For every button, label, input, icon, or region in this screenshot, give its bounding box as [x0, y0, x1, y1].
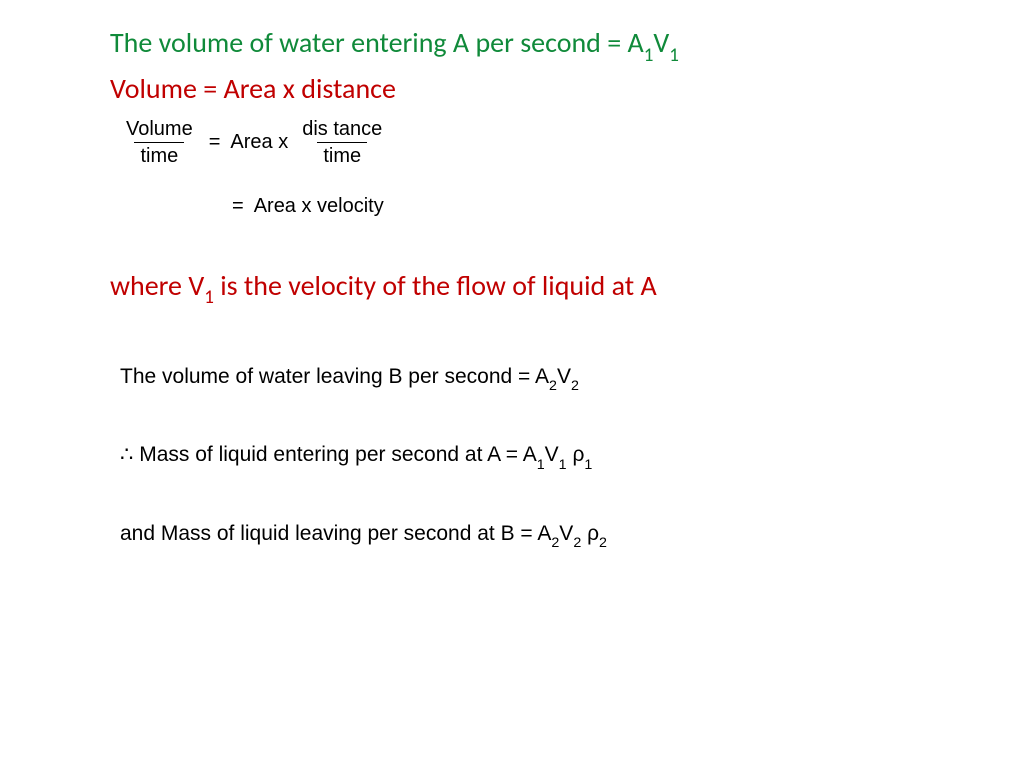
equation-block: Volume time = Area x dis tance time = Ar…: [120, 118, 1024, 218]
text: is the velocity of the flow of liquid at…: [214, 268, 657, 303]
text: where V: [110, 268, 204, 303]
area-velocity: Area x velocity: [254, 195, 384, 218]
sub: 2: [549, 378, 557, 394]
equals-sign: =: [209, 131, 221, 154]
sub: 1: [537, 457, 545, 473]
line-mass-leaving-b: and Mass of liquid leaving per second at…: [120, 519, 1024, 552]
text: V: [557, 365, 571, 388]
text: Mass of liquid entering per second at A …: [133, 443, 536, 466]
fraction-distance-time: dis tance time: [296, 118, 388, 167]
area-x: Area x: [230, 131, 288, 154]
line-volume-leaving-b: The volume of water leaving B per second…: [120, 362, 1024, 395]
sub: 1: [669, 44, 679, 67]
therefore-symbol: ∴: [120, 443, 133, 466]
line-mass-entering-a: ∴ Mass of liquid entering per second at …: [120, 440, 1024, 473]
text: The volume of water entering A per secon…: [110, 25, 644, 60]
line-volume-area-distance: Volume = Area x distance: [110, 71, 1024, 106]
sub: 2: [599, 535, 607, 551]
sub: 1: [559, 457, 567, 473]
text: The volume of water leaving B per second…: [120, 365, 549, 388]
sub: 2: [571, 378, 579, 394]
sub: 2: [573, 535, 581, 551]
numerator: dis tance: [296, 118, 388, 142]
text: V: [545, 443, 559, 466]
line-where-v1: where V1 is the velocity of the flow of …: [110, 268, 1024, 308]
denominator: time: [317, 142, 367, 167]
text: V: [653, 25, 669, 60]
equals-sign: =: [232, 195, 244, 218]
text: ρ: [581, 522, 599, 545]
equation-row-2: = Area x velocity: [222, 195, 1024, 218]
text: and Mass of liquid leaving per second at…: [120, 522, 551, 545]
text: ρ: [567, 443, 585, 466]
sub: 1: [204, 286, 214, 309]
fraction-volume-time: Volume time: [120, 118, 199, 167]
denominator: time: [134, 142, 184, 167]
sub: 2: [551, 535, 559, 551]
line-volume-entering-a: The volume of water entering A per secon…: [110, 25, 1024, 65]
numerator: Volume: [120, 118, 199, 142]
sub: 1: [644, 44, 654, 67]
bottom-equations: The volume of water leaving B per second…: [120, 362, 1024, 552]
sub: 1: [584, 457, 592, 473]
equation-row-1: Volume time = Area x dis tance time: [120, 118, 1024, 167]
text: V: [559, 522, 573, 545]
